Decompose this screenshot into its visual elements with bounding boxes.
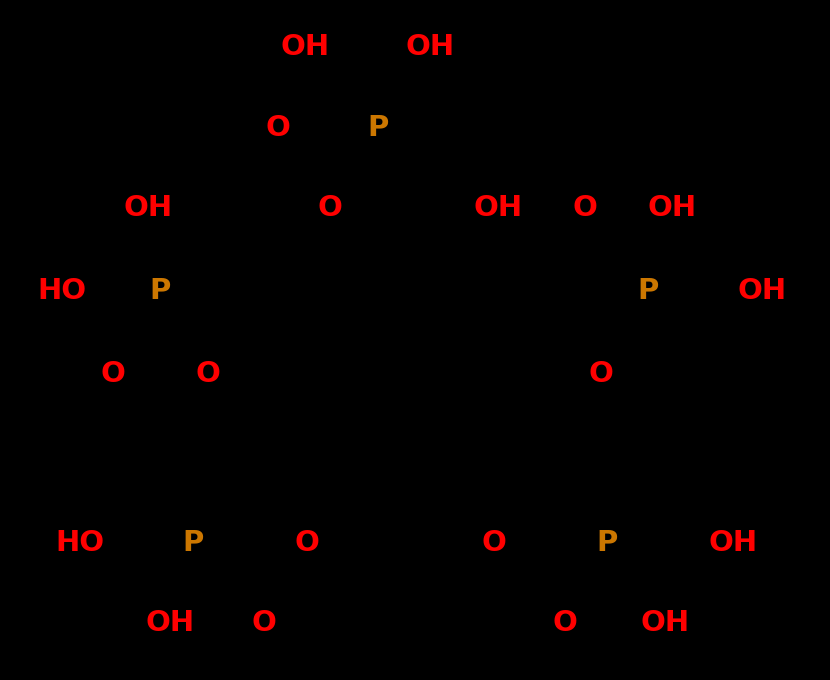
Text: O: O [266, 114, 290, 142]
Text: OH: OH [124, 194, 173, 222]
Text: O: O [295, 529, 320, 557]
Text: OH: OH [737, 277, 787, 305]
Text: O: O [588, 360, 613, 388]
Text: O: O [100, 360, 125, 388]
Text: O: O [573, 194, 598, 222]
Text: P: P [149, 277, 171, 305]
Text: OH: OH [405, 33, 455, 61]
Text: OH: OH [641, 609, 690, 637]
Text: O: O [196, 360, 221, 388]
Text: O: O [481, 529, 506, 557]
Text: P: P [368, 114, 388, 142]
Text: P: P [183, 529, 203, 557]
Text: OH: OH [281, 33, 330, 61]
Text: OH: OH [709, 529, 758, 557]
Text: O: O [251, 609, 276, 637]
Text: O: O [553, 609, 578, 637]
Text: OH: OH [145, 609, 194, 637]
Text: HO: HO [56, 529, 105, 557]
Text: OH: OH [647, 194, 696, 222]
Text: P: P [596, 529, 618, 557]
Text: O: O [318, 194, 343, 222]
Text: HO: HO [37, 277, 86, 305]
Text: OH: OH [473, 194, 523, 222]
Text: P: P [637, 277, 659, 305]
